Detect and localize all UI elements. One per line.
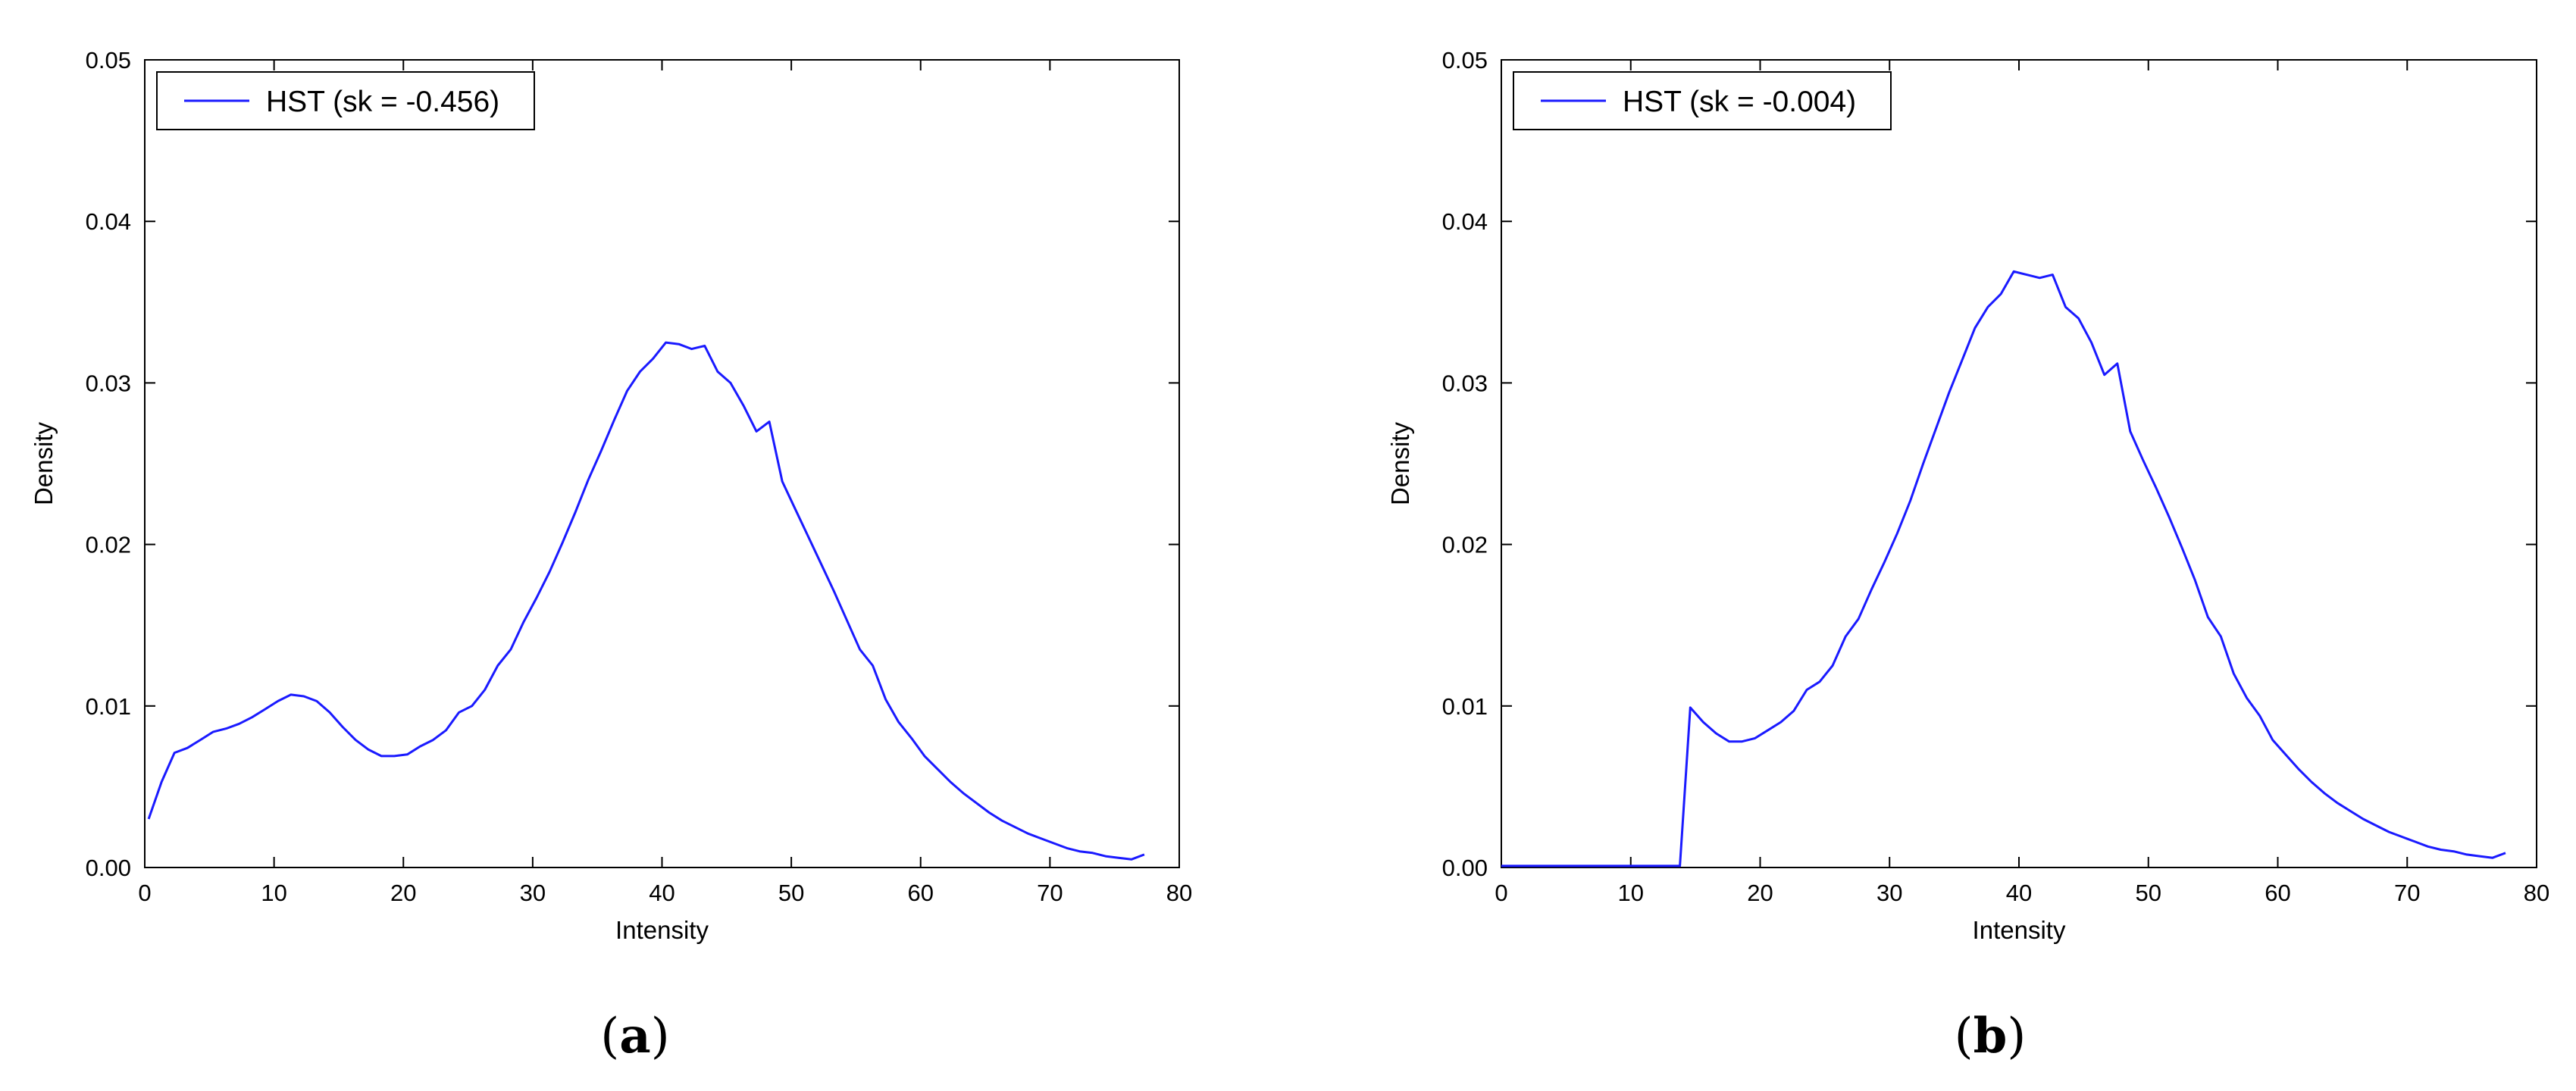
caption-letter: b	[1973, 1008, 2008, 1064]
legend-label: HST (sk = -0.004)	[1623, 86, 1856, 118]
y-tick-label: 0.01	[1442, 693, 1488, 720]
x-tick-label: 30	[520, 880, 546, 906]
y-tick-label: 0.03	[1442, 370, 1488, 396]
x-tick-label: 50	[2136, 880, 2161, 906]
y-tick-label: 0.01	[86, 693, 131, 720]
y-tick-label: 0.04	[86, 208, 131, 235]
legend-label: HST (sk = -0.456)	[266, 86, 499, 118]
y-tick-label: 0.04	[1442, 208, 1488, 235]
x-axis-label: Intensity	[615, 916, 709, 944]
plot-frame	[1501, 59, 2537, 868]
y-tick-label: 0.00	[86, 855, 131, 881]
x-tick-label: 70	[2394, 880, 2420, 906]
series-line	[147, 341, 1145, 861]
x-tick-label: 60	[908, 880, 934, 906]
x-tick-label: 40	[649, 880, 675, 906]
y-tick-label: 0.00	[1442, 855, 1488, 881]
plot-frame	[144, 59, 1180, 868]
y-tick-label: 0.03	[86, 370, 131, 396]
chart-a: 0 10 20 30 40 50 60 70 80 0.00 0.01 0.02 0.03 0.04 0.0…	[30, 47, 1192, 944]
caption-a: (a)	[600, 1008, 670, 1064]
y-tick-label: 0.02	[1442, 532, 1488, 558]
y-axis-label: Density	[30, 421, 58, 505]
x-tick-label: 40	[2006, 880, 2032, 906]
x-axis-label: Intensity	[1973, 916, 2066, 944]
x-tick-label: 80	[2524, 880, 2549, 906]
x-tick-label: 20	[1747, 880, 1773, 906]
x-tick-label: 70	[1037, 880, 1063, 906]
caption-letter: a	[619, 1008, 651, 1064]
x-tick-label: 20	[390, 880, 416, 906]
x-tick-label: 10	[261, 880, 286, 906]
x-tick-label: 80	[1166, 880, 1192, 906]
x-tick-label: 0	[138, 880, 151, 906]
chart-b: 0 10 20 30 40 50 60 70 80 0.00 0.01 0.02 0.03 0.04 0.0…	[1386, 47, 2549, 944]
caption-b: (b)	[1954, 1008, 2027, 1064]
y-tick-label: 0.05	[1442, 47, 1488, 73]
y-tick-label: 0.02	[86, 532, 131, 558]
y-axis-label: Density	[1386, 421, 1414, 505]
x-tick-label: 10	[1618, 880, 1644, 906]
x-tick-label: 0	[1495, 880, 1507, 906]
series-line	[1501, 270, 2506, 867]
x-tick-label: 50	[778, 880, 804, 906]
y-tick-label: 0.05	[86, 47, 131, 73]
x-tick-label: 30	[1876, 880, 1902, 906]
x-tick-label: 60	[2265, 880, 2290, 906]
